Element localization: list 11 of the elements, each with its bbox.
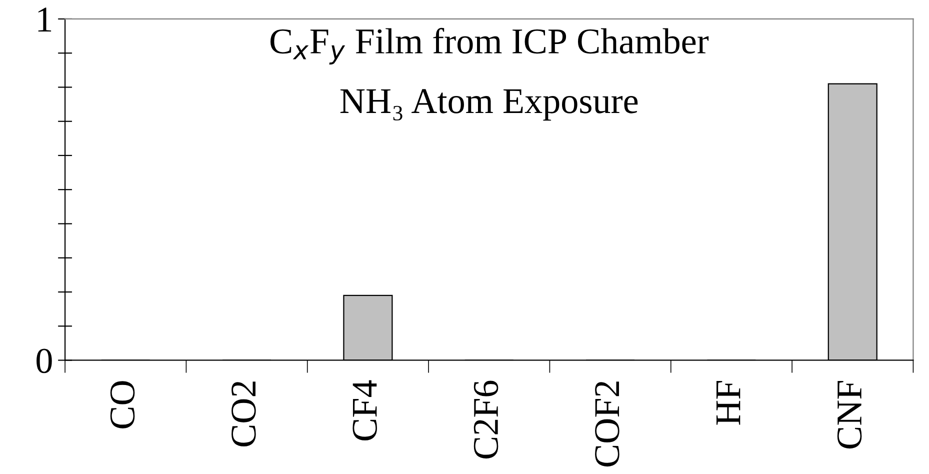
y-tick-label: 1: [38, 8, 52, 32]
x-tick-label: CNF: [837, 380, 862, 448]
x-tick-label: CO: [110, 381, 135, 428]
y-tick-label: 0: [36, 348, 52, 374]
x-tick-label: COF2: [595, 382, 620, 467]
x-tick-label: CO2: [232, 382, 256, 446]
annotation: NH₃ Atom Exposure: [340, 89, 638, 121]
x-tick-label: C2F6: [474, 380, 498, 458]
annotation: C$_{x}$F$_{y}$ Film from ICP Chamber: [270, 28, 709, 64]
x-tick-label: CF4: [352, 380, 377, 440]
x-tick-label: HF: [716, 380, 740, 425]
